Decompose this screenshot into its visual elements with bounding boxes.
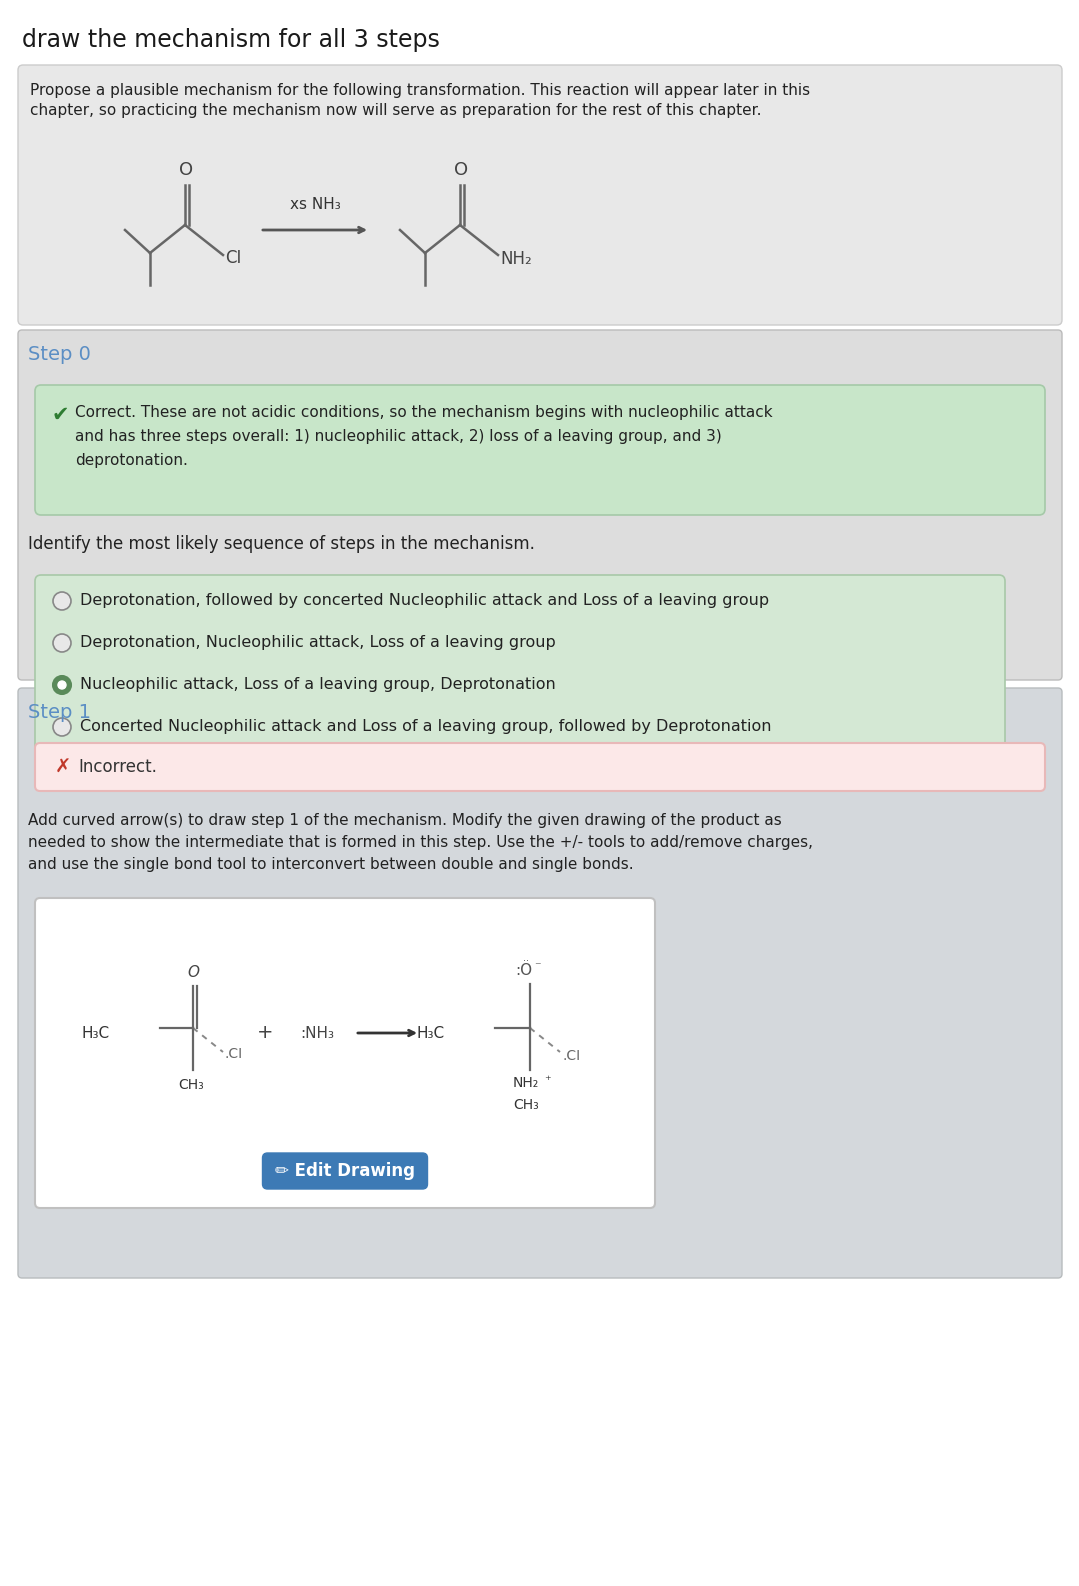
Text: CH₃: CH₃ xyxy=(178,1078,204,1093)
Text: Add curved arrow(s) to draw step 1 of the mechanism. Modify the given drawing of: Add curved arrow(s) to draw step 1 of th… xyxy=(28,814,782,828)
Text: ⁻: ⁻ xyxy=(534,960,541,972)
Text: Nucleophilic attack, Loss of a leaving group, Deprotonation: Nucleophilic attack, Loss of a leaving g… xyxy=(80,677,556,693)
FancyBboxPatch shape xyxy=(18,688,1062,1278)
Text: Deprotonation, followed by concerted Nucleophilic attack and Loss of a leaving g: Deprotonation, followed by concerted Nuc… xyxy=(80,593,769,609)
Circle shape xyxy=(53,634,71,652)
FancyBboxPatch shape xyxy=(35,742,1044,791)
FancyBboxPatch shape xyxy=(35,898,655,1209)
Text: Concerted Nucleophilic attack and Loss of a leaving group, followed by Deprotona: Concerted Nucleophilic attack and Loss o… xyxy=(80,720,771,734)
Circle shape xyxy=(53,676,71,695)
Text: Step 1: Step 1 xyxy=(28,703,91,722)
FancyBboxPatch shape xyxy=(35,385,1044,515)
Text: +: + xyxy=(257,1023,273,1042)
Text: .CI: .CI xyxy=(562,1048,581,1063)
FancyBboxPatch shape xyxy=(35,576,1005,760)
Text: H₃C: H₃C xyxy=(82,1026,110,1040)
Text: xs NH₃: xs NH₃ xyxy=(289,197,340,213)
Text: NH₂: NH₂ xyxy=(500,251,532,268)
FancyBboxPatch shape xyxy=(18,330,1062,680)
FancyBboxPatch shape xyxy=(18,65,1062,325)
Text: needed to show the intermediate that is formed in this step. Use the +/- tools t: needed to show the intermediate that is … xyxy=(28,834,812,850)
Text: chapter, so practicing the mechanism now will serve as preparation for the rest : chapter, so practicing the mechanism now… xyxy=(30,103,762,117)
Text: deprotonation.: deprotonation. xyxy=(76,454,188,468)
Text: ✏ Edit Drawing: ✏ Edit Drawing xyxy=(275,1163,415,1180)
Text: draw the mechanism for all 3 steps: draw the mechanism for all 3 steps xyxy=(22,29,440,52)
Text: ✗: ✗ xyxy=(55,758,71,777)
Circle shape xyxy=(53,718,71,736)
Text: Propose a plausible mechanism for the following transformation. This reaction wi: Propose a plausible mechanism for the fo… xyxy=(30,82,810,98)
Text: CH₃: CH₃ xyxy=(514,1098,538,1112)
Text: O: O xyxy=(187,964,199,980)
Text: Deprotonation, Nucleophilic attack, Loss of a leaving group: Deprotonation, Nucleophilic attack, Loss… xyxy=(80,636,556,650)
Text: Incorrect.: Incorrect. xyxy=(78,758,156,776)
Text: and use the single bond tool to interconvert between double and single bonds.: and use the single bond tool to intercon… xyxy=(28,856,633,872)
Text: NH₂: NH₂ xyxy=(513,1075,540,1090)
Text: and has three steps overall: 1) nucleophilic attack, 2) loss of a leaving group,: and has three steps overall: 1) nucleoph… xyxy=(76,428,722,444)
Circle shape xyxy=(53,592,71,611)
Text: :NH₃: :NH₃ xyxy=(300,1026,334,1040)
Text: ··: ·· xyxy=(523,956,529,966)
Text: Identify the most likely sequence of steps in the mechanism.: Identify the most likely sequence of ste… xyxy=(28,534,535,554)
Text: O: O xyxy=(179,162,193,179)
Text: CI: CI xyxy=(226,249,242,266)
Text: .CI: .CI xyxy=(226,1047,243,1061)
Text: Step 0: Step 0 xyxy=(28,346,91,365)
Text: Correct. These are not acidic conditions, so the mechanism begins with nucleophi: Correct. These are not acidic conditions… xyxy=(76,404,773,420)
Circle shape xyxy=(58,680,66,688)
Text: :O: :O xyxy=(516,963,533,979)
Text: H₃C: H₃C xyxy=(416,1026,445,1040)
Text: ⁺: ⁺ xyxy=(544,1074,550,1086)
Text: O: O xyxy=(454,162,468,179)
FancyBboxPatch shape xyxy=(262,1153,427,1190)
Text: ✔: ✔ xyxy=(52,404,69,425)
